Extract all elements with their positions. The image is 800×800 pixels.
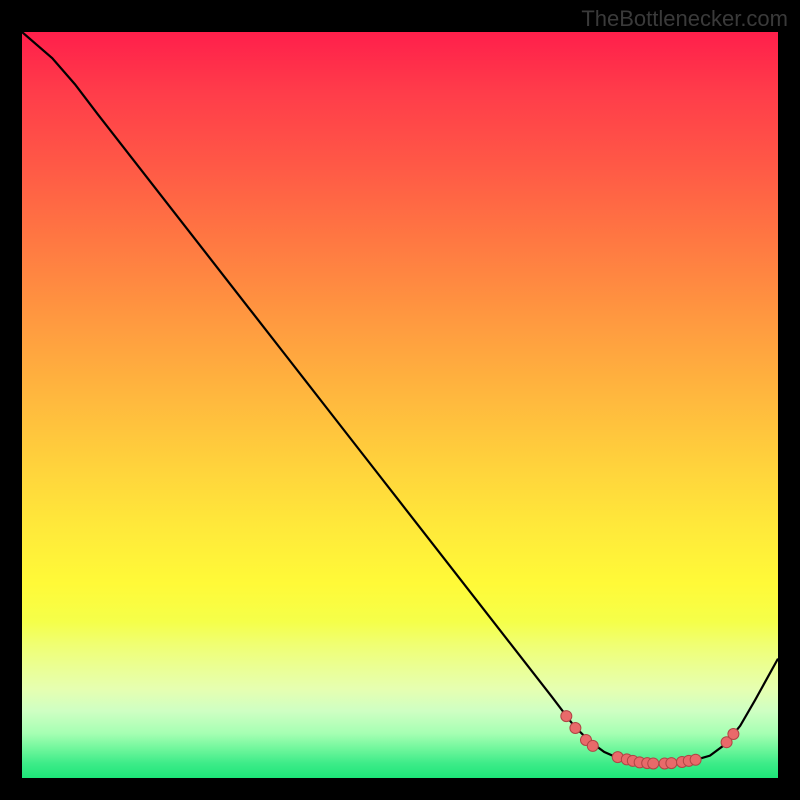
data-marker: [648, 758, 659, 769]
chart-svg: [22, 32, 778, 778]
data-marker: [666, 758, 677, 769]
data-marker: [561, 711, 572, 722]
chart-area: [22, 32, 778, 778]
data-marker: [690, 754, 701, 765]
watermark-text: TheBottlenecker.com: [581, 6, 788, 32]
data-marker: [728, 728, 739, 739]
data-marker: [570, 723, 581, 734]
bottleneck-curve: [22, 32, 778, 764]
marker-group: [561, 711, 739, 769]
data-marker: [587, 740, 598, 751]
